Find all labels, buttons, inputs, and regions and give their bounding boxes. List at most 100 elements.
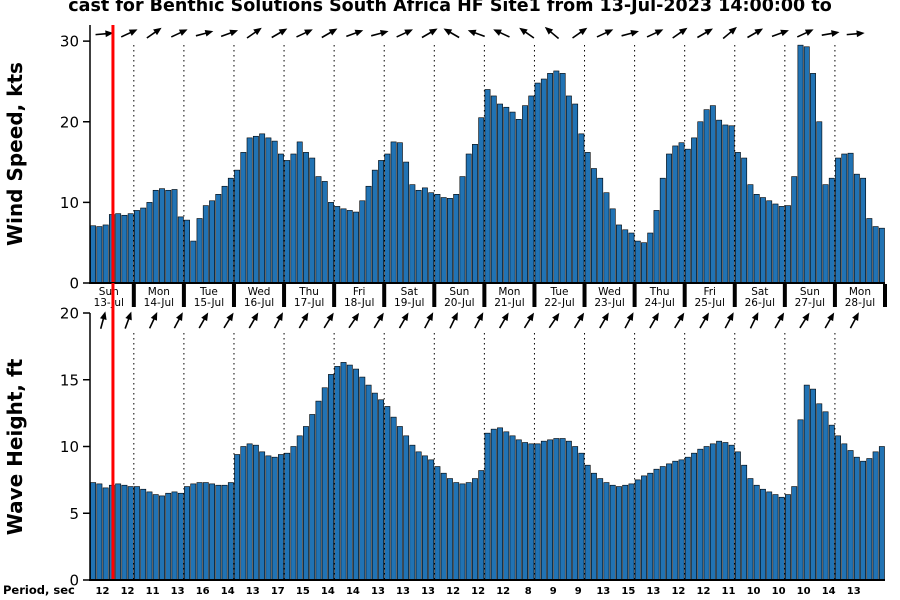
wind-speed-bar [509,111,516,284]
period-value: 13 [396,586,410,597]
wind-speed-bar [277,153,284,284]
day-weekday-label: Tue [199,286,218,298]
day-date-label: 28-Jul [845,297,875,309]
wave-height-bar [509,435,516,581]
wave-height-bar [127,486,134,581]
wave-height-bar [553,438,560,581]
wind-speed-bar [159,188,165,284]
wave-height-bar [878,446,885,581]
wind-speed-bar [378,160,385,284]
wind-speed-bar [171,189,178,284]
period-value: 11 [146,586,160,597]
wave-height-bar [653,468,660,581]
wave-height-bar [634,479,641,581]
wind-speed-bar [716,119,723,284]
wave-height-bar [797,419,804,581]
wind-speed-bar [415,189,422,284]
wind-speed-bar [96,226,103,284]
wave-height-direction-arrow [774,312,785,329]
y-tick-label: 10 [60,438,79,456]
day-date-label: 14-Jul [144,297,174,309]
wind-speed-bar [603,192,610,284]
wave-height-bar [810,388,816,581]
wind-speed-bar [265,137,272,284]
wind-speed-panel: 0 10 20 30 [60,25,885,293]
wind-speed-bar [847,152,854,284]
wind-speed-direction-arrow [321,28,338,39]
wave-height-bar [697,448,704,581]
wind-speed-bar [252,135,259,284]
wind-speed-bar [853,173,860,284]
wind-speed-bar [334,206,341,284]
wave-height-bar [277,454,284,581]
wave-height-bar [159,495,165,581]
wave-height-bar [359,376,366,581]
wave-height-bar [265,455,272,581]
wave-height-bar [90,482,97,581]
day-date-label: 21-Jul [494,297,524,309]
wind-speed-bar [421,187,428,284]
wave-height-bar [678,459,685,581]
wave-height-bar [760,488,766,581]
wind-speed-bar [722,124,729,284]
wind-speed-bar [271,140,278,284]
period-value: 12 [96,586,110,597]
wave-height-bar [152,494,159,581]
period-value: 13 [421,586,435,597]
wind-speed-bar [315,176,322,284]
wind-speed-bar [728,125,735,284]
wind-speed-direction-arrow [146,27,162,39]
wave-height-bar [259,451,266,581]
wind-speed-bar [822,184,829,284]
wave-height-bar [296,435,303,581]
wind-speed-bar [684,148,691,284]
wave-height-bar [202,482,209,581]
wind-speed-direction-arrow [346,29,364,38]
wave-height-bar [271,456,278,581]
period-value: 14 [822,586,836,597]
wind-speed-bar [328,202,334,284]
wind-speed-bar [866,218,873,284]
wind-speed-direction-arrow [370,29,389,37]
wave-height-bar [522,442,528,581]
wind-speed-bar [403,161,410,284]
wind-speed-bar [121,214,128,284]
wave-height-bar [835,435,841,581]
wind-speed-bar [503,106,510,284]
period-value: 14 [321,586,335,597]
wave-height-bar [171,491,178,581]
wave-height-direction-arrow [148,312,158,329]
wave-height-bar [490,428,497,581]
wave-height-direction-arrow [198,312,209,329]
y-tick-label: 15 [60,371,79,389]
wave-height-bar [165,492,172,581]
wind-speed-bar [209,200,215,284]
wave-height-direction-arrow [799,312,810,329]
wave-height-bar [716,440,723,581]
period-value: 13 [246,586,260,597]
wave-height-bar [597,478,604,581]
wind-speed-bar [240,152,247,284]
wind-speed-direction-arrow [421,28,438,39]
wave-height-direction-arrow [124,311,132,329]
period-value: 12 [471,586,485,597]
wind-speed-bar [766,200,773,284]
wave-height-bar [472,478,478,581]
wind-speed-bar [666,153,672,284]
wind-speed-bar [234,169,241,284]
period-value: 13 [171,586,185,597]
wave-height-direction-arrow [498,312,509,329]
wave-height-bar [628,483,635,581]
wind-speed-direction-arrow [596,29,614,38]
wind-speed-bar [697,121,704,284]
wave-height-bar [371,392,378,581]
wave-height-bar [140,488,147,581]
wave-height-bar [528,443,535,581]
wind-speed-bar [597,177,604,284]
wave-height-bar [328,374,334,581]
wind-speed-bar [447,198,453,284]
wave-height-direction-arrow [398,312,409,329]
wind-speed-bar [578,133,585,284]
wind-speed-bar [810,73,816,284]
